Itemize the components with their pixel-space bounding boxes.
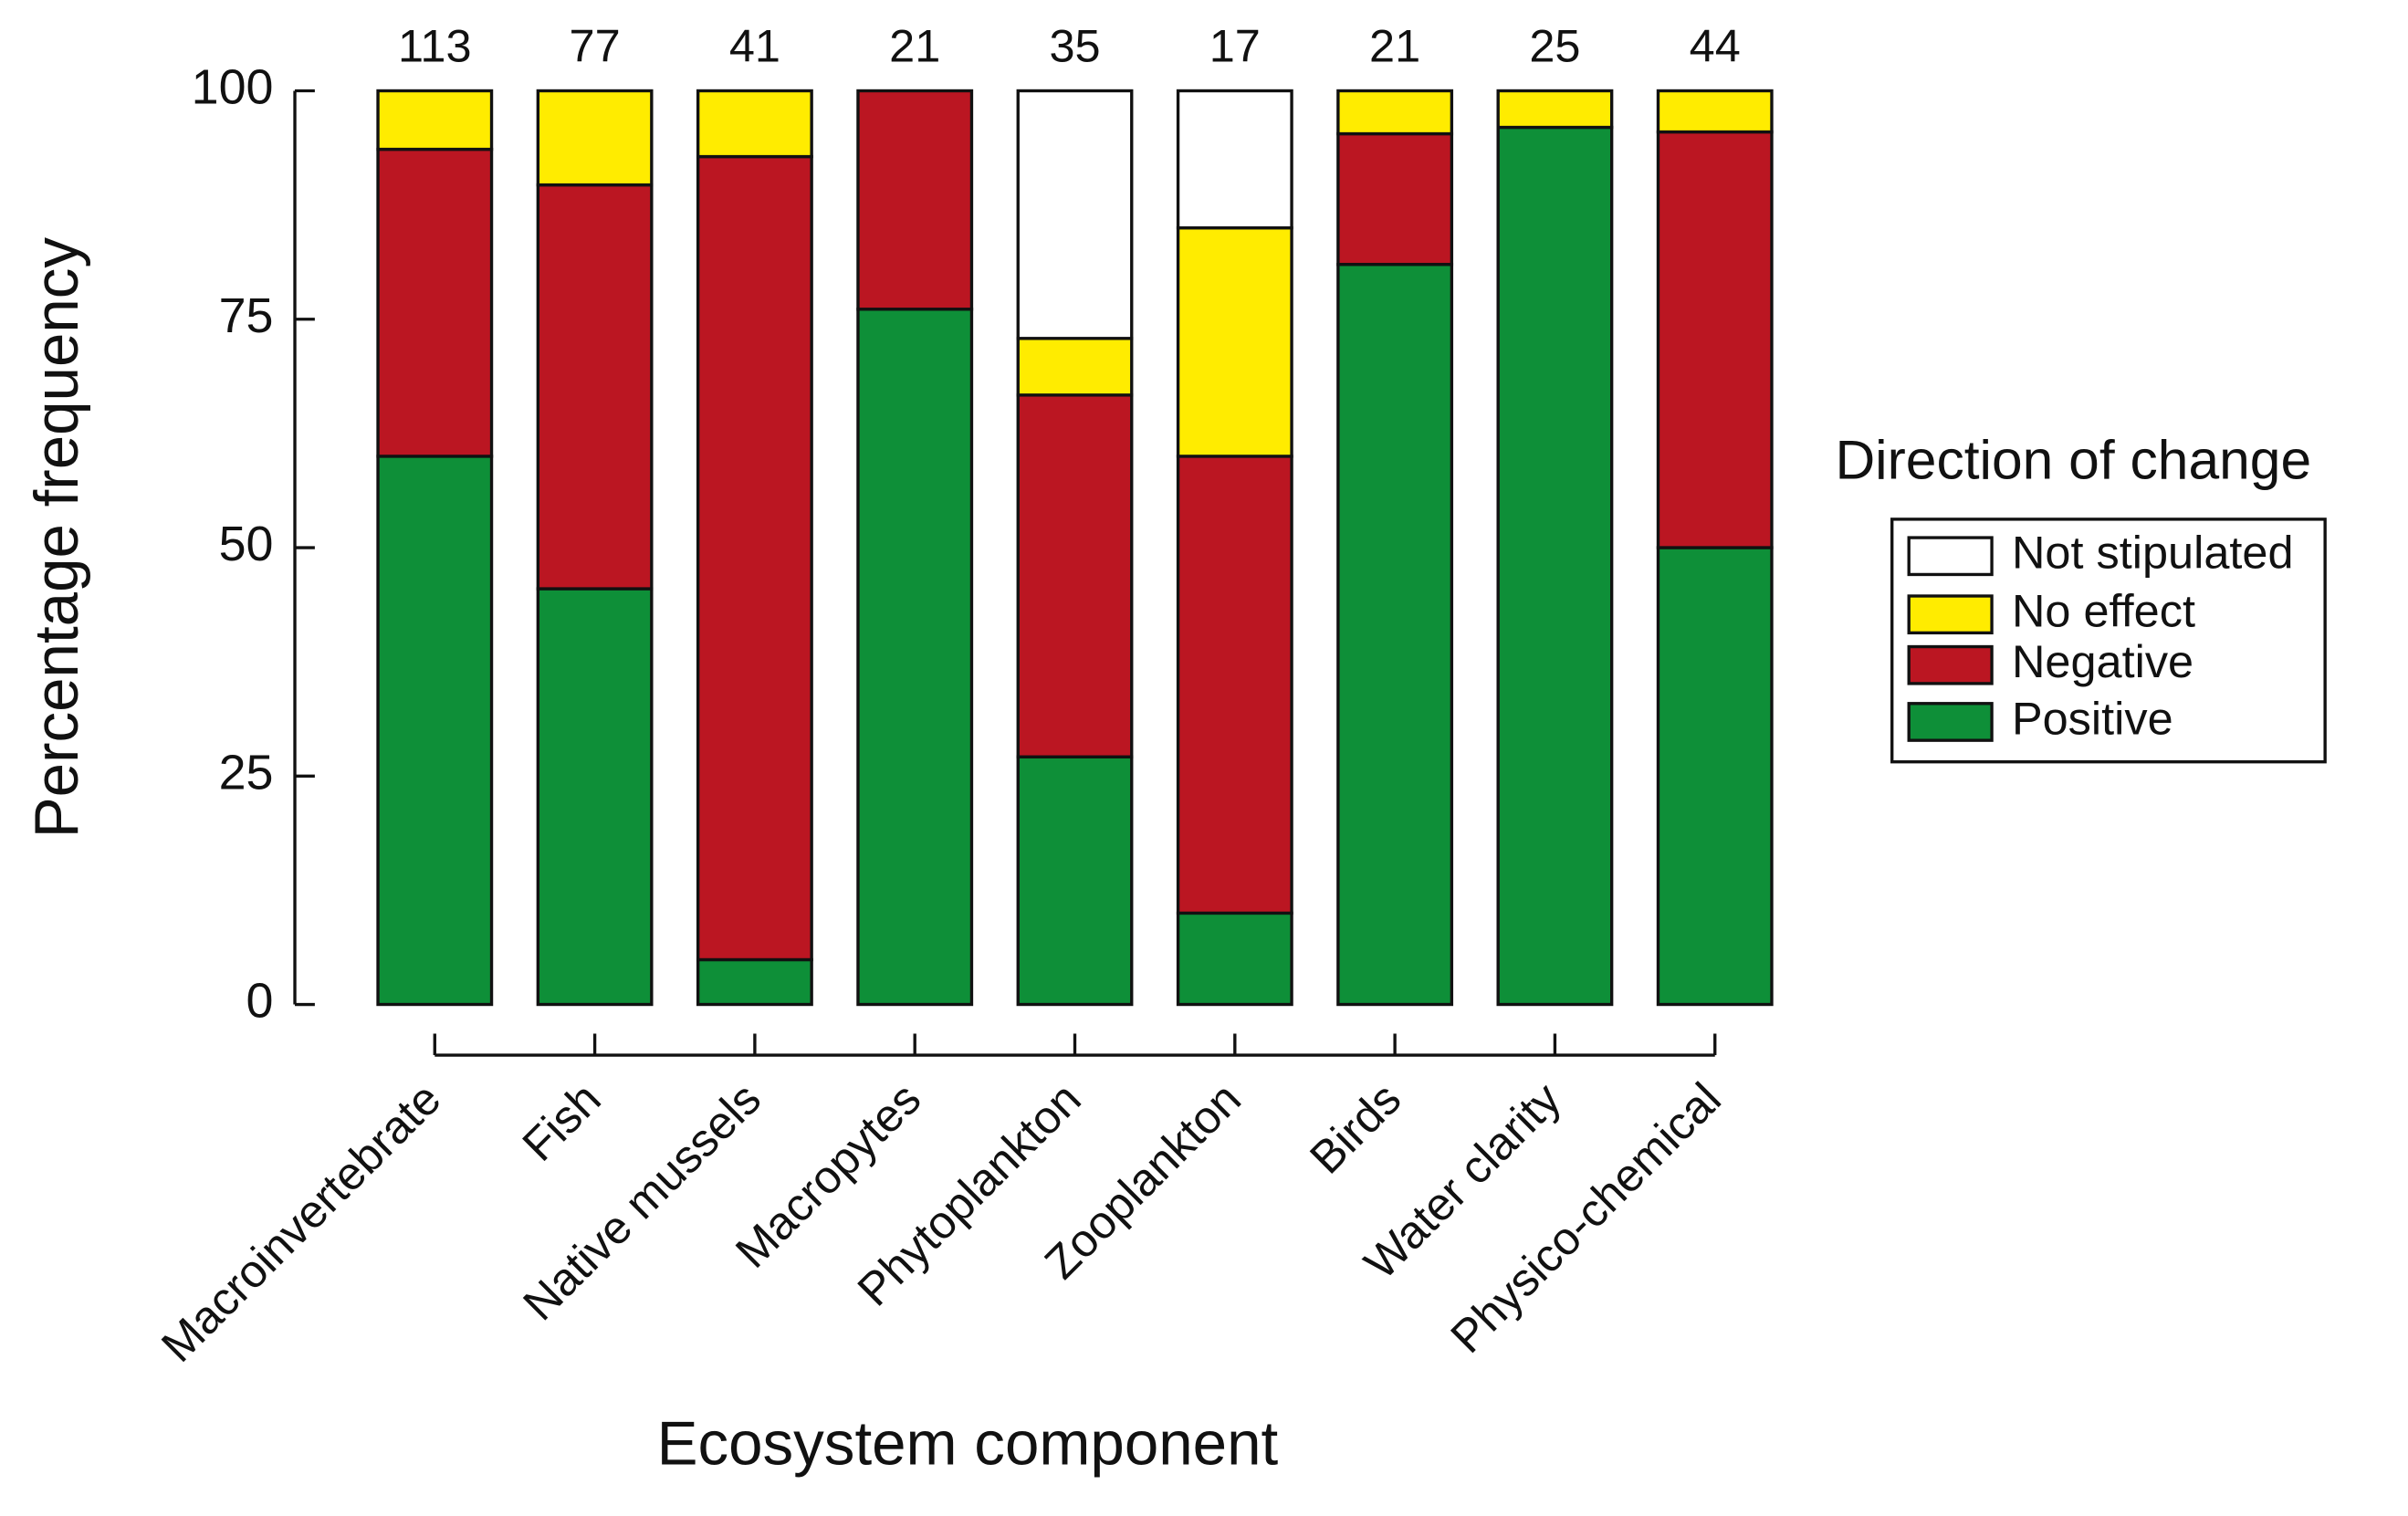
bar-segment (1176, 455, 1293, 915)
bar-segment (1176, 225, 1293, 458)
x-axis-label: Ecosystem component (657, 1410, 1279, 1479)
y-tick-label: 100 (192, 60, 274, 115)
count-label: 44 (1690, 19, 1741, 71)
bar-segment (696, 154, 813, 962)
legend-label: No effect (2012, 585, 2195, 637)
count-label: 77 (570, 19, 621, 71)
y-tick-label: 50 (219, 517, 274, 571)
bar-segment (1016, 337, 1134, 397)
bar-segment (1336, 89, 1454, 136)
bar-segment (536, 89, 654, 187)
legend-label: Positive (2012, 692, 2173, 744)
y-tick-label: 0 (246, 974, 274, 1029)
bar-segment (1656, 89, 1774, 134)
bar-segment (1496, 89, 1614, 130)
count-label: 21 (1369, 19, 1420, 71)
bar-segment (376, 455, 494, 1007)
count-label: 21 (889, 19, 940, 71)
legend-label: Negative (2012, 635, 2193, 687)
bar-segment (536, 183, 654, 591)
bar-segment (1656, 546, 1774, 1007)
bar-segment (696, 89, 813, 159)
x-tick-label: Birds (1300, 1072, 1411, 1184)
count-label: 25 (1529, 19, 1580, 71)
legend-swatch (1907, 536, 1994, 577)
bar-segment (376, 147, 494, 458)
legend-swatch (1907, 702, 1994, 742)
y-tick-label: 25 (219, 745, 274, 800)
count-label: 41 (729, 19, 780, 71)
bar-segment (1176, 89, 1293, 230)
count-label: 17 (1209, 19, 1261, 71)
y-tick-label: 75 (219, 288, 274, 343)
bar-segment (376, 89, 494, 152)
bar-segment (856, 89, 974, 311)
bar-segment (1656, 130, 1774, 549)
bar-segment (1176, 911, 1293, 1007)
count-label: 113 (398, 19, 471, 71)
bar-segment (696, 957, 813, 1007)
x-tick-label: Macroinvertebrate (152, 1072, 451, 1372)
x-tick-label: Physico-chemical (1440, 1072, 1731, 1363)
bar-segment (856, 308, 974, 1007)
bar-segment (1336, 131, 1454, 267)
x-tick-label: Fish (512, 1072, 611, 1171)
bar-segment (1016, 755, 1134, 1007)
bar-segment (1016, 89, 1134, 340)
legend-swatch (1907, 594, 1994, 635)
bar-segment (536, 587, 654, 1007)
y-axis-label: Percentage frequency (23, 237, 91, 839)
legend-title: Direction of change (1835, 428, 2311, 490)
count-label: 35 (1049, 19, 1100, 71)
legend-swatch (1907, 644, 1994, 685)
bar-segment (1496, 125, 1614, 1007)
bar-segment (1336, 263, 1454, 1007)
legend-label: Not stipulated (2012, 527, 2294, 579)
legend-box (1890, 518, 2327, 764)
bar-segment (1016, 393, 1134, 758)
